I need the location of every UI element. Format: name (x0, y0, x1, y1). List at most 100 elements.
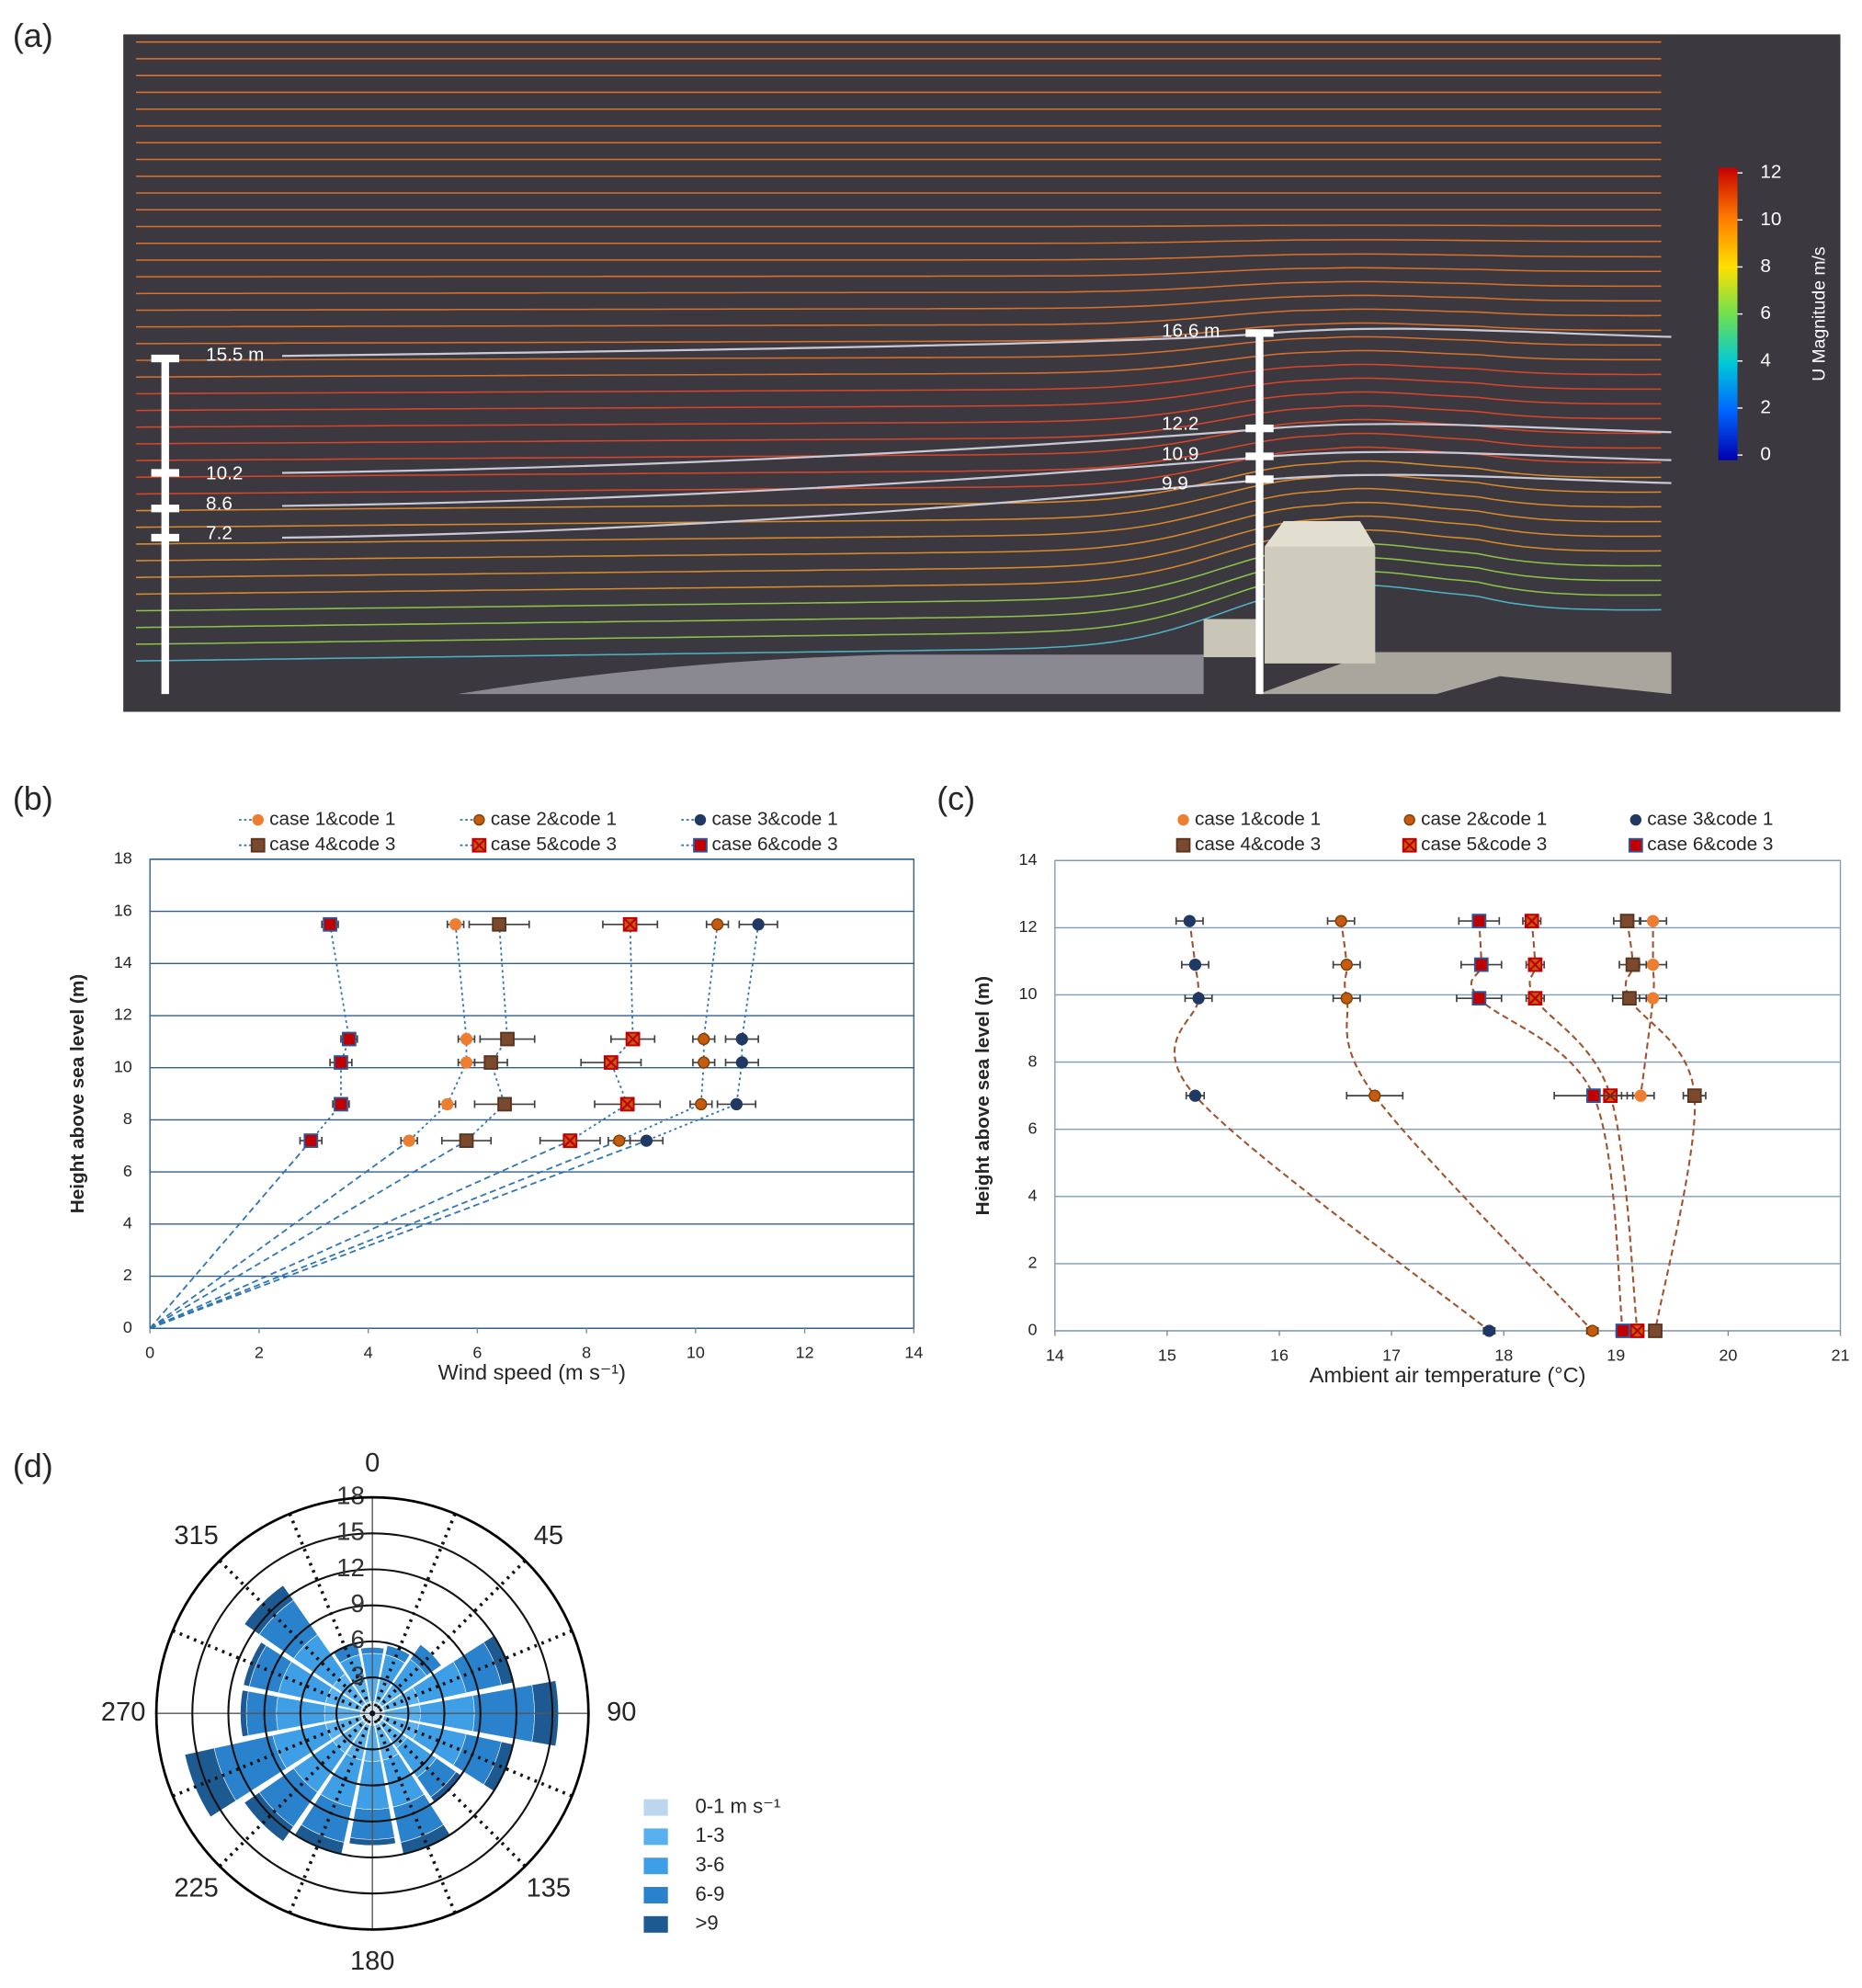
data-point (1629, 1323, 1645, 1338)
data-point (710, 918, 724, 931)
data-point (1473, 957, 1489, 972)
data-point (334, 1055, 348, 1070)
legend-label: 6-9 (695, 1882, 724, 1905)
legend-marker (1177, 813, 1189, 826)
marker-square (1625, 957, 1641, 972)
marker-square (492, 916, 507, 932)
data-point (698, 1032, 710, 1046)
marker-square (497, 1096, 512, 1112)
legend-circle (1177, 813, 1189, 826)
x-tick-label: 14 (904, 1344, 923, 1362)
streamline (135, 294, 1662, 312)
legend-swatch (642, 1856, 670, 1876)
x-tick-label: 15 (1158, 1346, 1176, 1364)
marker-circle (1334, 914, 1347, 927)
data-point (640, 1134, 653, 1147)
data-point (1340, 992, 1353, 1005)
marker-square (334, 1055, 348, 1070)
streamline (135, 377, 1662, 412)
direction-label: 0 (365, 1448, 380, 1478)
rose-ring-label: 12 (336, 1553, 365, 1582)
legend-label: 0-1 m s⁻¹ (695, 1794, 780, 1817)
rose-ring-label: 3 (351, 1661, 365, 1689)
legend-label: case 4&code 3 (1195, 834, 1321, 855)
data-point (1622, 991, 1637, 1006)
colorbar-tick-label: 0 (1760, 444, 1771, 465)
legend-label: case 2&code 1 (491, 809, 617, 830)
data-point (460, 1032, 473, 1046)
mast-sensor (151, 533, 179, 542)
rose-wedge (243, 1642, 267, 1687)
y-tick-label: 8 (1028, 1051, 1037, 1070)
legend-marker (250, 837, 266, 853)
data-point (619, 1096, 635, 1112)
direction-label: 315 (174, 1521, 218, 1551)
mast-sensor (151, 505, 179, 513)
x-tick-label: 16 (1270, 1346, 1289, 1364)
mast-label: 16.6 m (1162, 320, 1220, 341)
platform (1203, 619, 1261, 658)
y-tick-label: 16 (114, 901, 132, 919)
data-point (323, 916, 337, 932)
extrapolation-line (149, 1140, 571, 1330)
plot-frame (1054, 859, 1842, 1332)
streamline (135, 487, 1662, 545)
colorbar-tick-label: 8 (1760, 256, 1771, 277)
legend-square (693, 837, 708, 853)
measurement-line (281, 473, 1672, 540)
streamline (135, 308, 1662, 328)
rose-ring (299, 1640, 446, 1787)
legend-marker (473, 813, 485, 826)
data-point (460, 1056, 473, 1069)
data-point (1619, 914, 1635, 928)
legend-square (1628, 837, 1643, 853)
streamline (135, 446, 1662, 495)
panel-label: (c) (937, 779, 975, 817)
data-point (1188, 1089, 1202, 1102)
mast-sensor (151, 469, 179, 477)
legend-marker (1175, 837, 1191, 853)
legend-marker (693, 837, 708, 853)
data-point (1527, 957, 1543, 972)
data-point (1586, 1088, 1601, 1104)
rose-wedge (384, 1644, 411, 1664)
y-tick-label: 6 (1028, 1119, 1037, 1137)
colorbar-tick-label: 12 (1760, 162, 1781, 183)
colorbar-tick-label: 10 (1760, 209, 1781, 230)
data-point (1368, 1089, 1381, 1102)
marker-square (1471, 914, 1487, 928)
legend-swatch (642, 1798, 670, 1817)
data-point (1646, 992, 1660, 1005)
x-tick-label: 0 (145, 1344, 154, 1362)
mast-sensor (1245, 424, 1274, 433)
x-tick-label: 20 (1719, 1346, 1737, 1364)
streamline (135, 570, 1662, 645)
streamline (135, 349, 1662, 378)
panel-label: (d) (13, 1447, 53, 1484)
legend-square (1175, 837, 1191, 853)
legend-swatch (642, 1914, 670, 1935)
rose-ring (191, 1532, 554, 1895)
legend-label: case 6&code 3 (711, 834, 837, 855)
streamline (135, 473, 1662, 528)
measurement-line (281, 450, 1672, 507)
legend-swatch (642, 1885, 670, 1905)
marker-square (1648, 1323, 1663, 1338)
data-point (622, 916, 638, 932)
marker-cross (622, 917, 638, 932)
marker-circle (613, 1134, 626, 1147)
streamline (135, 515, 1662, 579)
streamline (135, 280, 1662, 295)
legend-cross (471, 838, 487, 853)
rose-ring-label: 15 (336, 1517, 365, 1546)
data-point (1183, 914, 1196, 927)
rose-ring-label: 18 (336, 1481, 365, 1509)
marker-circle (1646, 958, 1660, 971)
marker-circle (730, 1097, 744, 1111)
marker-circle (1340, 958, 1353, 971)
extrapolation-line (149, 1140, 620, 1330)
marker-square (1622, 991, 1637, 1006)
data-point (1646, 914, 1660, 927)
marker-circle (441, 1097, 454, 1111)
legend-circle (694, 813, 707, 826)
